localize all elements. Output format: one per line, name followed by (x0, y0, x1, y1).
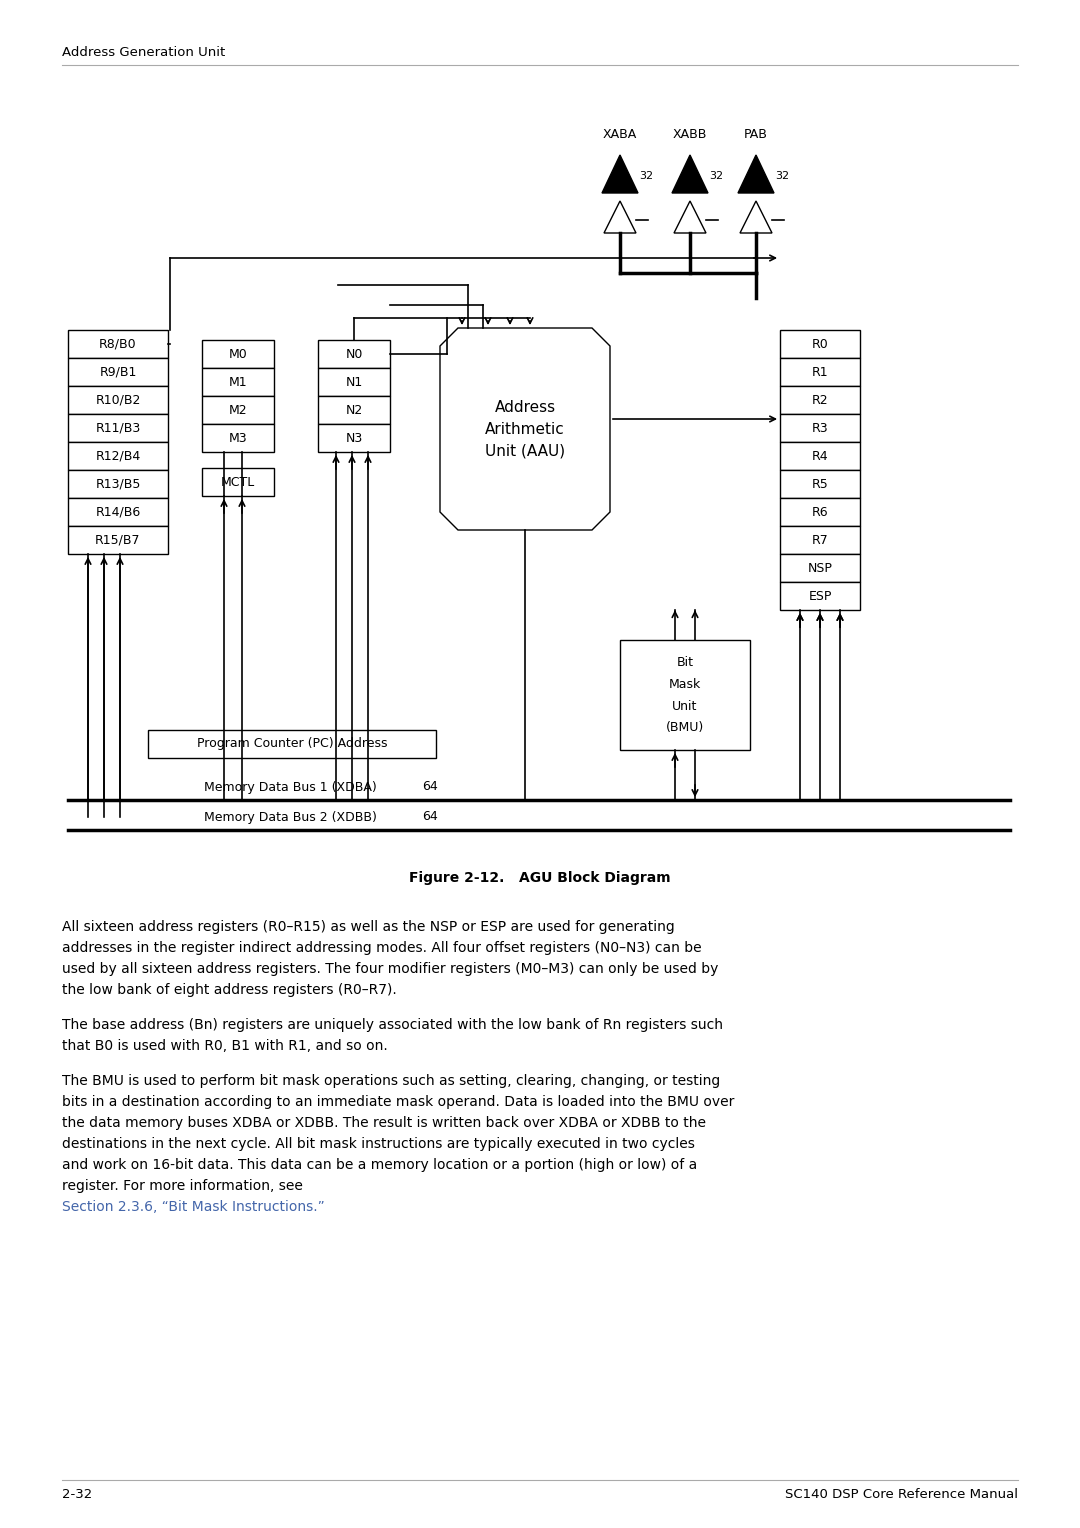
Text: Unit: Unit (673, 700, 698, 712)
Text: Bit: Bit (676, 656, 693, 669)
Bar (68, 330, 168, 358)
Text: Address: Address (495, 399, 555, 414)
Text: Section 2.3.6, “Bit Mask Instructions.”: Section 2.3.6, “Bit Mask Instructions.” (62, 1199, 325, 1215)
Text: R12/B4: R12/B4 (95, 449, 140, 463)
Bar (780, 387, 860, 414)
Text: R13/B5: R13/B5 (95, 477, 140, 490)
Text: XABA: XABA (603, 128, 637, 142)
Bar (202, 341, 274, 368)
Text: R6: R6 (812, 506, 828, 518)
Text: R4: R4 (812, 449, 828, 463)
Text: Mask: Mask (669, 677, 701, 691)
Text: R2: R2 (812, 394, 828, 406)
Text: N1: N1 (346, 376, 363, 388)
Polygon shape (740, 202, 772, 232)
Bar (780, 526, 860, 555)
Text: Address Generation Unit: Address Generation Unit (62, 46, 226, 58)
Bar (68, 387, 168, 414)
Bar (202, 368, 274, 396)
Text: 32: 32 (775, 171, 789, 180)
Bar (202, 396, 274, 423)
Text: R15/B7: R15/B7 (95, 533, 140, 547)
Text: PAB: PAB (744, 128, 768, 142)
Text: 32: 32 (639, 171, 653, 180)
Bar (68, 358, 168, 387)
Text: Unit (AAU): Unit (AAU) (485, 443, 565, 458)
Bar (780, 442, 860, 471)
Text: NSP: NSP (808, 561, 833, 575)
Text: SC140 DSP Core Reference Manual: SC140 DSP Core Reference Manual (785, 1488, 1018, 1502)
Text: R0: R0 (812, 338, 828, 350)
Text: Figure 2-12.   AGU Block Diagram: Figure 2-12. AGU Block Diagram (409, 871, 671, 885)
Polygon shape (604, 202, 636, 232)
Bar (148, 730, 436, 758)
Text: ESP: ESP (808, 590, 832, 602)
Polygon shape (602, 154, 638, 193)
Text: 64: 64 (422, 810, 437, 824)
Bar (68, 471, 168, 498)
Text: All sixteen address registers (R0–R15) as well as the NSP or ESP are used for ge: All sixteen address registers (R0–R15) a… (62, 920, 675, 934)
Bar (780, 330, 860, 358)
Text: N2: N2 (346, 403, 363, 417)
Text: destinations in the next cycle. All bit mask instructions are typically executed: destinations in the next cycle. All bit … (62, 1137, 694, 1151)
Text: The base address (Bn) registers are uniquely associated with the low bank of Rn : The base address (Bn) registers are uniq… (62, 1018, 723, 1031)
Text: Memory Data Bus 1 (XDBA): Memory Data Bus 1 (XDBA) (204, 781, 376, 793)
Bar (202, 468, 274, 497)
Text: (BMU): (BMU) (666, 721, 704, 735)
Text: R8/B0: R8/B0 (99, 338, 137, 350)
Text: that B0 is used with R0, B1 with R1, and so on.: that B0 is used with R0, B1 with R1, and… (62, 1039, 388, 1053)
Text: R3: R3 (812, 422, 828, 434)
Text: the low bank of eight address registers (R0–R7).: the low bank of eight address registers … (62, 983, 396, 996)
Text: 2-32: 2-32 (62, 1488, 92, 1502)
Text: R5: R5 (812, 477, 828, 490)
Bar (318, 368, 390, 396)
Bar (68, 442, 168, 471)
Text: R10/B2: R10/B2 (95, 394, 140, 406)
Text: register. For more information, see: register. For more information, see (62, 1180, 302, 1193)
Text: R7: R7 (812, 533, 828, 547)
Bar (318, 423, 390, 452)
Polygon shape (672, 154, 708, 193)
Text: N0: N0 (346, 347, 363, 361)
Text: R11/B3: R11/B3 (95, 422, 140, 434)
Polygon shape (440, 329, 610, 530)
Text: M0: M0 (229, 347, 247, 361)
Text: M1: M1 (229, 376, 247, 388)
Text: bits in a destination according to an immediate mask operand. Data is loaded int: bits in a destination according to an im… (62, 1096, 734, 1109)
Bar (780, 582, 860, 610)
Text: R1: R1 (812, 365, 828, 379)
Bar (318, 341, 390, 368)
Text: addresses in the register indirect addressing modes. All four offset registers (: addresses in the register indirect addre… (62, 941, 702, 955)
Bar (68, 498, 168, 526)
Bar (780, 555, 860, 582)
Bar (318, 396, 390, 423)
Text: The BMU is used to perform bit mask operations such as setting, clearing, changi: The BMU is used to perform bit mask oper… (62, 1074, 720, 1088)
Text: and work on 16-bit data. This data can be a memory location or a portion (high o: and work on 16-bit data. This data can b… (62, 1158, 698, 1172)
Bar (202, 423, 274, 452)
Polygon shape (674, 202, 706, 232)
Text: MCTL: MCTL (221, 475, 255, 489)
Text: used by all sixteen address registers. The four modifier registers (M0–M3) can o: used by all sixteen address registers. T… (62, 963, 718, 976)
Text: Program Counter (PC) Address: Program Counter (PC) Address (197, 738, 388, 750)
Bar (780, 471, 860, 498)
Text: R14/B6: R14/B6 (95, 506, 140, 518)
Text: M2: M2 (229, 403, 247, 417)
Text: XABB: XABB (673, 128, 707, 142)
Text: N3: N3 (346, 431, 363, 445)
Text: 32: 32 (708, 171, 724, 180)
Bar (780, 358, 860, 387)
Polygon shape (738, 154, 774, 193)
Text: M3: M3 (229, 431, 247, 445)
Bar (68, 414, 168, 442)
Text: R9/B1: R9/B1 (99, 365, 137, 379)
Text: the data memory buses XDBA or XDBB. The result is written back over XDBA or XDBB: the data memory buses XDBA or XDBB. The … (62, 1115, 706, 1131)
Text: Memory Data Bus 2 (XDBB): Memory Data Bus 2 (XDBB) (203, 810, 377, 824)
Bar (780, 498, 860, 526)
Bar (780, 414, 860, 442)
Bar (620, 640, 750, 750)
Bar (68, 526, 168, 555)
Text: Arithmetic: Arithmetic (485, 422, 565, 437)
Text: 64: 64 (422, 781, 437, 793)
